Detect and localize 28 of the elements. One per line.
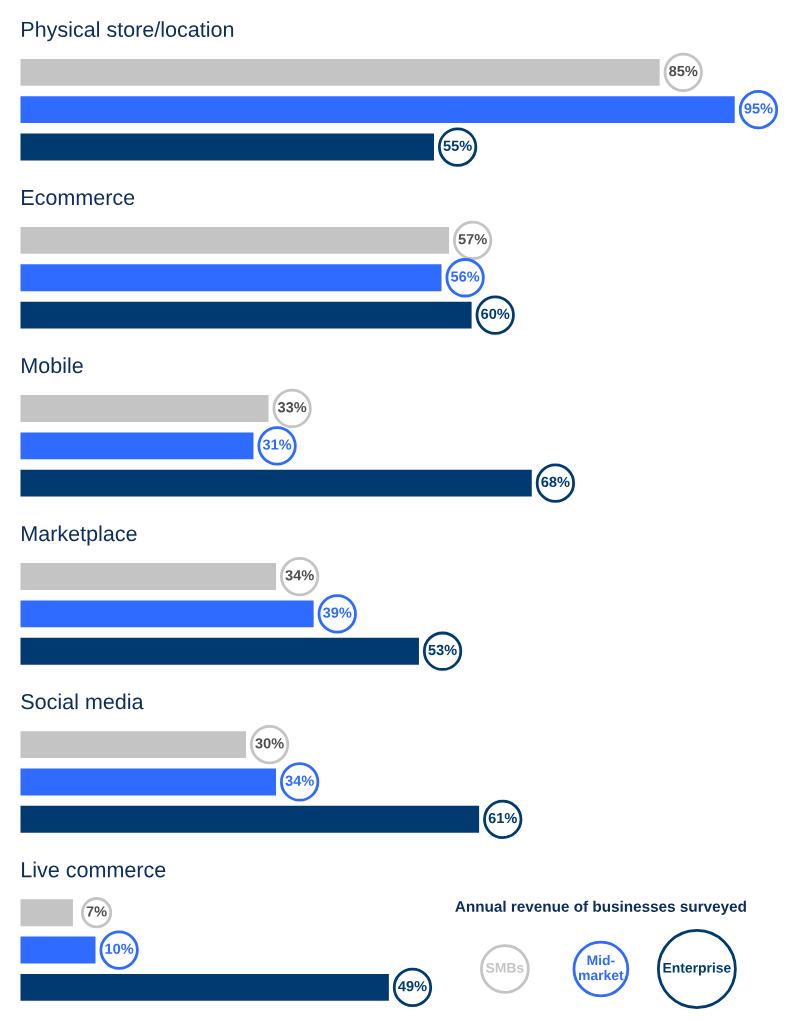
y-tick-label: Mobile	[22, 357, 83, 374]
y-tick-label: Social media	[21, 693, 144, 710]
y-tick-label: Physical store/location	[22, 21, 234, 42]
text: Mid-market	[579, 955, 624, 981]
text: Enterprise	[663, 962, 731, 976]
data-label: 10%	[105, 943, 134, 954]
data-label: 85%	[669, 65, 698, 77]
data-label: 56%	[450, 271, 480, 282]
data-label: 34%	[285, 570, 314, 581]
y-tick-label: Live commerce	[22, 861, 166, 878]
data-label: 61%	[488, 812, 517, 824]
data-label: 30%	[255, 738, 284, 749]
data-label: 39%	[323, 607, 352, 618]
data-label: 57%	[458, 234, 487, 245]
data-label: 53%	[428, 644, 457, 656]
y-tick-label: Ecommerce	[22, 190, 135, 206]
legend-title: Annual revenue of businesses surveyed	[455, 900, 746, 915]
data-label: 31%	[262, 439, 292, 450]
data-label: 33%	[277, 402, 307, 413]
data-label: 55%	[443, 140, 472, 151]
data-label: 95%	[744, 103, 773, 114]
data-label: 68%	[541, 476, 570, 488]
data-label: 60%	[481, 308, 510, 320]
data-label: 49%	[398, 980, 427, 992]
text: SMBs	[485, 962, 524, 973]
data-label: 34%	[285, 775, 314, 786]
data-label: 7%	[86, 906, 107, 917]
y-tick-label: Marketplace	[22, 525, 137, 546]
